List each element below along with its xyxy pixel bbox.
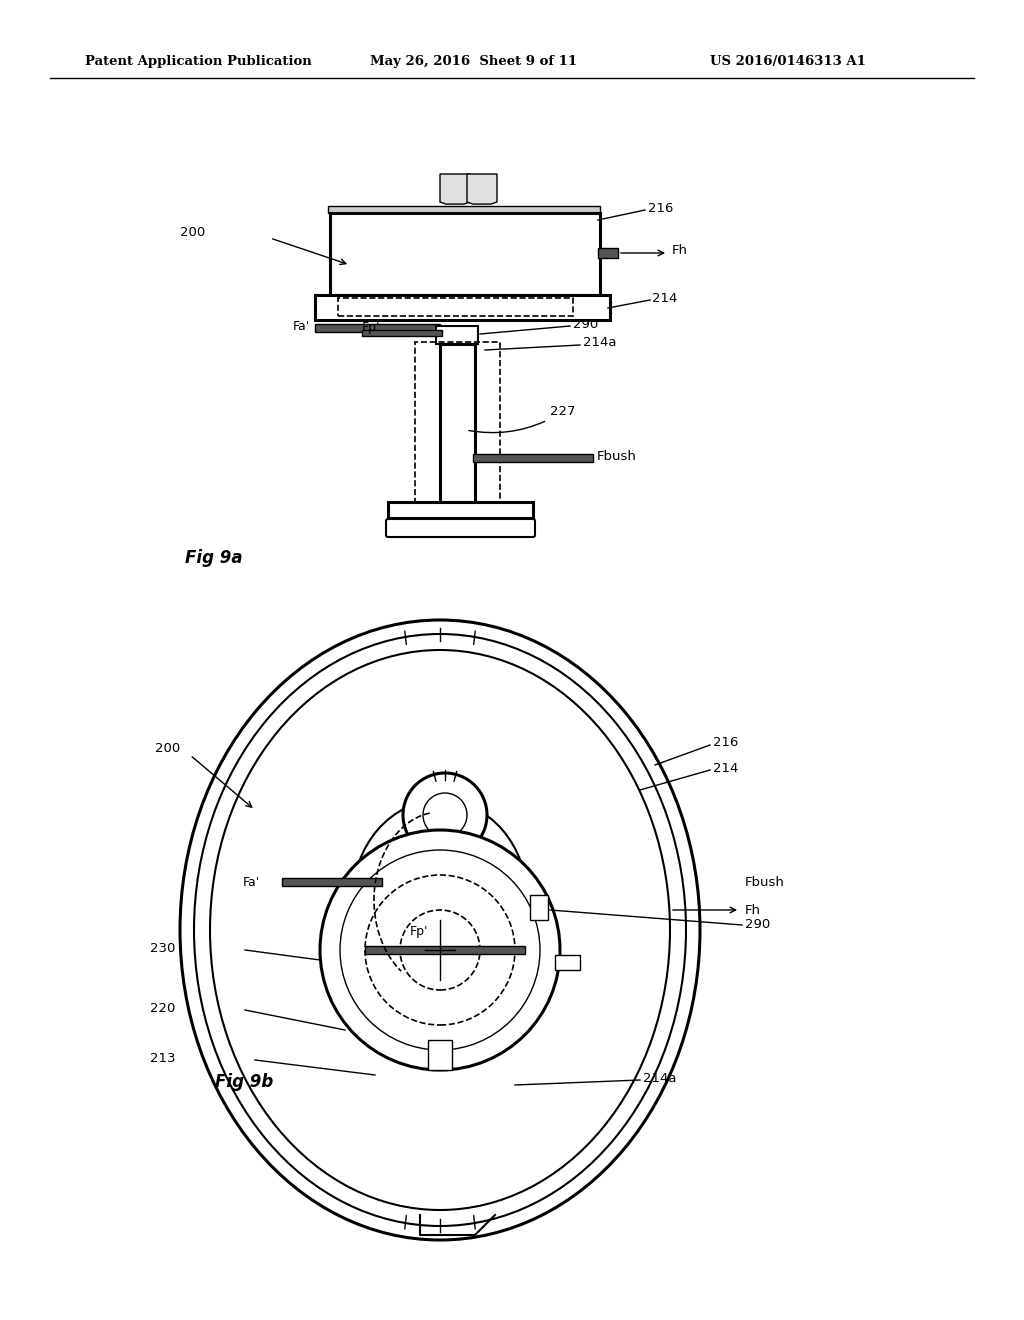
Bar [330,213,600,294]
Bar [362,330,442,337]
Ellipse shape [352,800,527,1001]
Ellipse shape [180,620,700,1239]
Bar [428,1040,452,1071]
Circle shape [340,850,540,1049]
Text: 216: 216 [713,737,738,750]
Bar [530,895,548,920]
Text: 290: 290 [745,919,770,932]
Circle shape [423,793,467,837]
Text: Fh: Fh [672,244,688,257]
Bar [365,946,525,954]
Bar [315,323,440,333]
Text: 214a: 214a [583,337,616,350]
Bar [415,342,500,502]
Text: 200: 200 [180,226,205,239]
Text: US 2016/0146313 A1: US 2016/0146313 A1 [710,55,866,69]
Bar [598,248,618,257]
Text: 290: 290 [573,318,598,330]
Text: 213: 213 [150,1052,175,1064]
Text: 214a: 214a [643,1072,677,1085]
Text: 214: 214 [652,292,677,305]
Bar [436,326,478,345]
FancyBboxPatch shape [386,519,535,537]
Text: Fh: Fh [745,903,761,916]
Circle shape [403,774,487,857]
Text: Fbush: Fbush [745,875,784,888]
Bar [388,502,534,517]
Text: Patent Application Publication: Patent Application Publication [85,55,311,69]
Text: 216: 216 [648,202,674,214]
Text: 220: 220 [150,1002,175,1015]
Bar [555,954,580,970]
Ellipse shape [194,634,686,1226]
Text: Fp': Fp' [362,322,381,334]
Text: 227: 227 [469,405,575,433]
Bar [338,298,573,315]
Text: May 26, 2016  Sheet 9 of 11: May 26, 2016 Sheet 9 of 11 [370,55,578,69]
Text: Fig 9a: Fig 9a [185,549,243,568]
Text: 230: 230 [150,941,175,954]
Text: Fp': Fp' [410,925,428,939]
Bar [473,454,593,462]
Bar [282,878,382,886]
Polygon shape [467,174,497,205]
Text: 214: 214 [713,762,738,775]
Text: Fa': Fa' [293,319,310,333]
Bar [440,345,475,502]
Text: Fbush: Fbush [597,450,637,462]
Polygon shape [440,174,470,205]
Circle shape [319,830,560,1071]
Text: 200: 200 [155,742,180,755]
Ellipse shape [210,649,670,1210]
Bar [315,294,610,319]
Bar [328,206,600,213]
Text: Fa': Fa' [243,875,260,888]
Text: Fig 9b: Fig 9b [215,1073,273,1092]
